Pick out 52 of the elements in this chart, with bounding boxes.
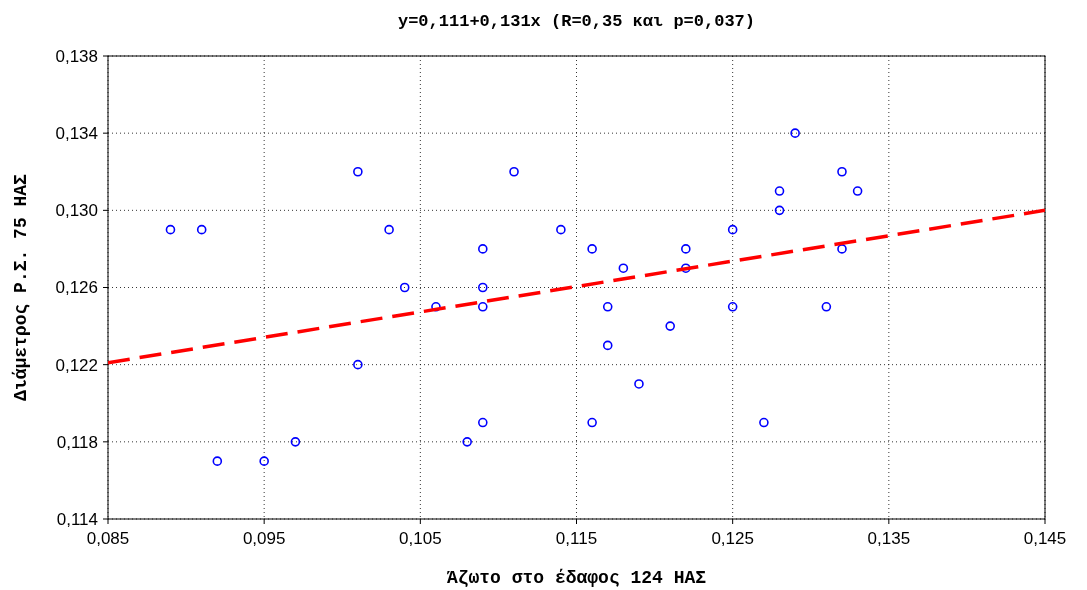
point xyxy=(852,186,863,196)
point xyxy=(837,244,847,254)
y-tick-label: 0,126 xyxy=(55,278,98,298)
x-tick-label: 0,115 xyxy=(555,529,598,548)
point xyxy=(759,417,769,428)
point xyxy=(587,244,597,254)
x-tick-label: 0,145 xyxy=(1023,529,1067,548)
point xyxy=(353,166,363,177)
point xyxy=(196,224,207,235)
point xyxy=(509,166,519,177)
point xyxy=(478,244,488,254)
point xyxy=(618,263,629,274)
point xyxy=(587,417,597,428)
x-tick-label: 0,085 xyxy=(86,529,130,548)
point xyxy=(727,301,738,312)
point xyxy=(399,282,410,293)
y-tick-label: 0,130 xyxy=(55,201,98,221)
point xyxy=(681,263,691,274)
point xyxy=(634,379,644,389)
point xyxy=(478,417,488,428)
chart-title: y=0,111+0,131x (R=0,35 και p=0,037) xyxy=(397,12,756,31)
point xyxy=(165,224,176,235)
y-tick-label: 0,114 xyxy=(56,509,98,529)
point xyxy=(774,205,785,216)
y-tick-label: 0,122 xyxy=(55,355,98,375)
point xyxy=(353,359,363,370)
point xyxy=(602,301,613,312)
point xyxy=(790,128,800,138)
y-tick-label: 0,138 xyxy=(55,46,98,66)
point xyxy=(821,301,832,312)
point xyxy=(837,166,847,177)
x-axis-title: Άζωτο στο έδαφος 124 ΗΑΣ xyxy=(446,568,707,588)
point xyxy=(556,224,566,235)
point xyxy=(727,224,738,235)
point xyxy=(384,224,394,235)
x-tick-label: 0,105 xyxy=(399,529,442,548)
point xyxy=(665,321,675,331)
point xyxy=(259,456,269,466)
x-tick-label: 0,125 xyxy=(711,529,754,548)
point xyxy=(478,301,488,312)
point xyxy=(681,244,691,254)
point xyxy=(602,340,613,351)
x-tick-label: 0,095 xyxy=(242,529,286,548)
point xyxy=(462,437,472,447)
y-tick-label: 0,118 xyxy=(56,432,98,452)
point xyxy=(290,437,301,447)
y-tick-label: 0,134 xyxy=(55,124,98,144)
point xyxy=(212,456,223,466)
point xyxy=(478,282,488,293)
point xyxy=(774,186,785,196)
y-axis-title: Διάμετρος Ρ.Σ. 75 ΗΑΣ xyxy=(11,173,31,401)
x-tick-label: 0,135 xyxy=(867,529,911,548)
